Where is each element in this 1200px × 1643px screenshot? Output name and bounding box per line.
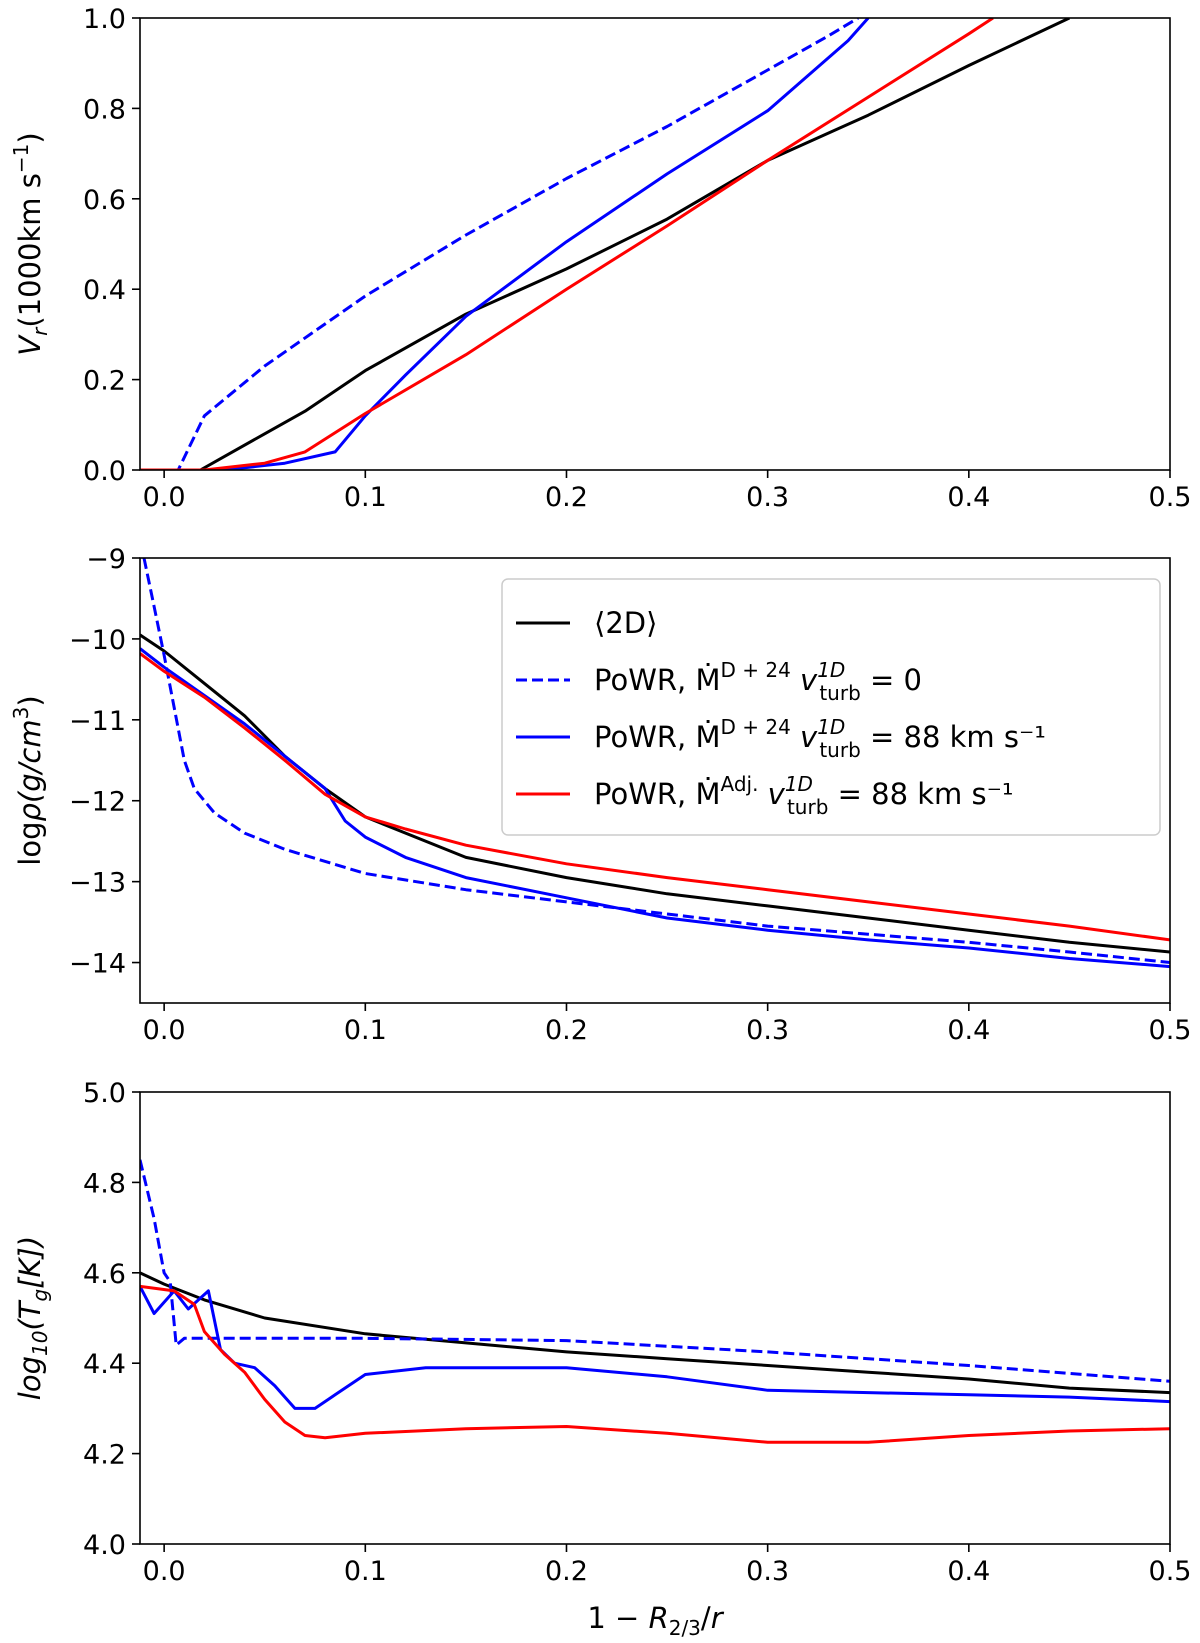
y-tick-label: 5.0 xyxy=(83,1078,126,1109)
x-tick-label: 0.0 xyxy=(143,482,186,513)
y-tick-label: 0.4 xyxy=(83,275,126,306)
x-tick-label: 0.0 xyxy=(143,1556,186,1587)
x-tick-label: 0.2 xyxy=(545,1556,588,1587)
x-tick-label: 0.4 xyxy=(947,482,990,513)
x-tick-label: 0.1 xyxy=(344,1556,387,1587)
x-tick-label: 0.5 xyxy=(1149,1556,1192,1587)
series-line-2 xyxy=(142,558,1170,964)
panel-1: 0.0 0.1 0.2 0.3 0.4 0.5 0.0 0.2 0.4 0.6 0.8 1.0 Vr(1… xyxy=(9,4,1191,513)
y-tick-label: 4.4 xyxy=(83,1349,126,1380)
legend-frame xyxy=(501,578,1161,836)
y-tick-label: −12 xyxy=(69,787,126,818)
y-axis-label: logρ(g/cm3) xyxy=(9,695,47,865)
y-tick-label: −13 xyxy=(69,868,126,899)
series-line-3 xyxy=(140,1285,1170,1410)
y-tick-label: −14 xyxy=(69,949,126,980)
series-group xyxy=(140,1159,1170,1444)
x-axis-label: 1 − R2/3/r xyxy=(587,1601,724,1640)
series-line-2 xyxy=(140,1159,1170,1383)
y-axis-label: log10(Tg[K]) xyxy=(13,1236,52,1400)
plot-frame xyxy=(139,557,1171,1004)
plot-frame xyxy=(139,17,1171,471)
y-tick-label: 1.0 xyxy=(83,4,126,35)
y-tick-label: 0.0 xyxy=(83,456,126,487)
panel-2: 0.0 0.1 0.2 0.3 0.4 0.5 −14 −13 −12 −11 −10 −9 logρ(… xyxy=(9,544,1191,1046)
x-tick-label: 0.3 xyxy=(746,482,789,513)
series-line-4 xyxy=(140,652,1170,942)
y-tick-label: 0.6 xyxy=(83,185,126,216)
legend-entry-4: PoWR, ṀAdj. v1D turb = 88 km s⁻¹ xyxy=(594,772,1014,819)
x-tick-label: 0.1 xyxy=(344,1015,387,1046)
x-tick-label: 0.1 xyxy=(344,482,387,513)
series-line-3 xyxy=(140,647,1170,969)
y-axis-label: Vr(1000km s−1) xyxy=(9,132,52,355)
y-tick-label: 0.2 xyxy=(83,366,126,397)
series-group xyxy=(140,558,1170,969)
y-tick-label: 4.2 xyxy=(83,1440,126,1471)
x-tick-label: 0.2 xyxy=(545,1015,588,1046)
series-line-3 xyxy=(140,18,870,470)
x-tick-label: 0.0 xyxy=(143,1015,186,1046)
y-tick-label: 4.8 xyxy=(83,1168,126,1199)
legend: ⟨2D⟩ PoWR, ṀD + 24 v1D turb = 0 PoWR, ṀD + … xyxy=(501,578,1161,836)
y-tick-label: 4.0 xyxy=(83,1530,126,1561)
series-line-1 xyxy=(140,1271,1170,1395)
y-tick-label: −11 xyxy=(69,706,126,737)
x-tick-label: 0.4 xyxy=(947,1015,990,1046)
series-line-1 xyxy=(140,633,1170,954)
series-line-1 xyxy=(140,18,1071,470)
y-tick-label: −9 xyxy=(86,544,126,575)
x-tick-label: 0.3 xyxy=(746,1015,789,1046)
x-tick-label: 0.2 xyxy=(545,482,588,513)
x-tick-label: 0.5 xyxy=(1149,1015,1192,1046)
legend-entry-1: ⟨2D⟩ xyxy=(594,606,657,640)
plot-frame xyxy=(139,1091,1171,1545)
y-tick-label: 0.8 xyxy=(83,94,126,125)
panel-3: 0.0 0.1 0.2 0.3 0.4 0.5 4.0 4.2 4.4 4.6 4.8 5.0 log1… xyxy=(13,1078,1191,1640)
y-tick-label: 4.6 xyxy=(83,1259,126,1290)
legend-entry-3: PoWR, ṀD + 24 v1D turb = 88 km s⁻¹ xyxy=(594,715,1046,762)
series-group xyxy=(140,18,1071,470)
series-line-4 xyxy=(140,18,994,470)
x-tick-label: 0.5 xyxy=(1149,482,1192,513)
x-tick-label: 0.4 xyxy=(947,1556,990,1587)
y-tick-label: −10 xyxy=(69,625,126,656)
legend-entry-2: PoWR, ṀD + 24 v1D turb = 0 xyxy=(594,658,922,705)
series-line-2 xyxy=(140,18,859,470)
series-line-4 xyxy=(140,1284,1170,1444)
x-tick-label: 0.3 xyxy=(746,1556,789,1587)
